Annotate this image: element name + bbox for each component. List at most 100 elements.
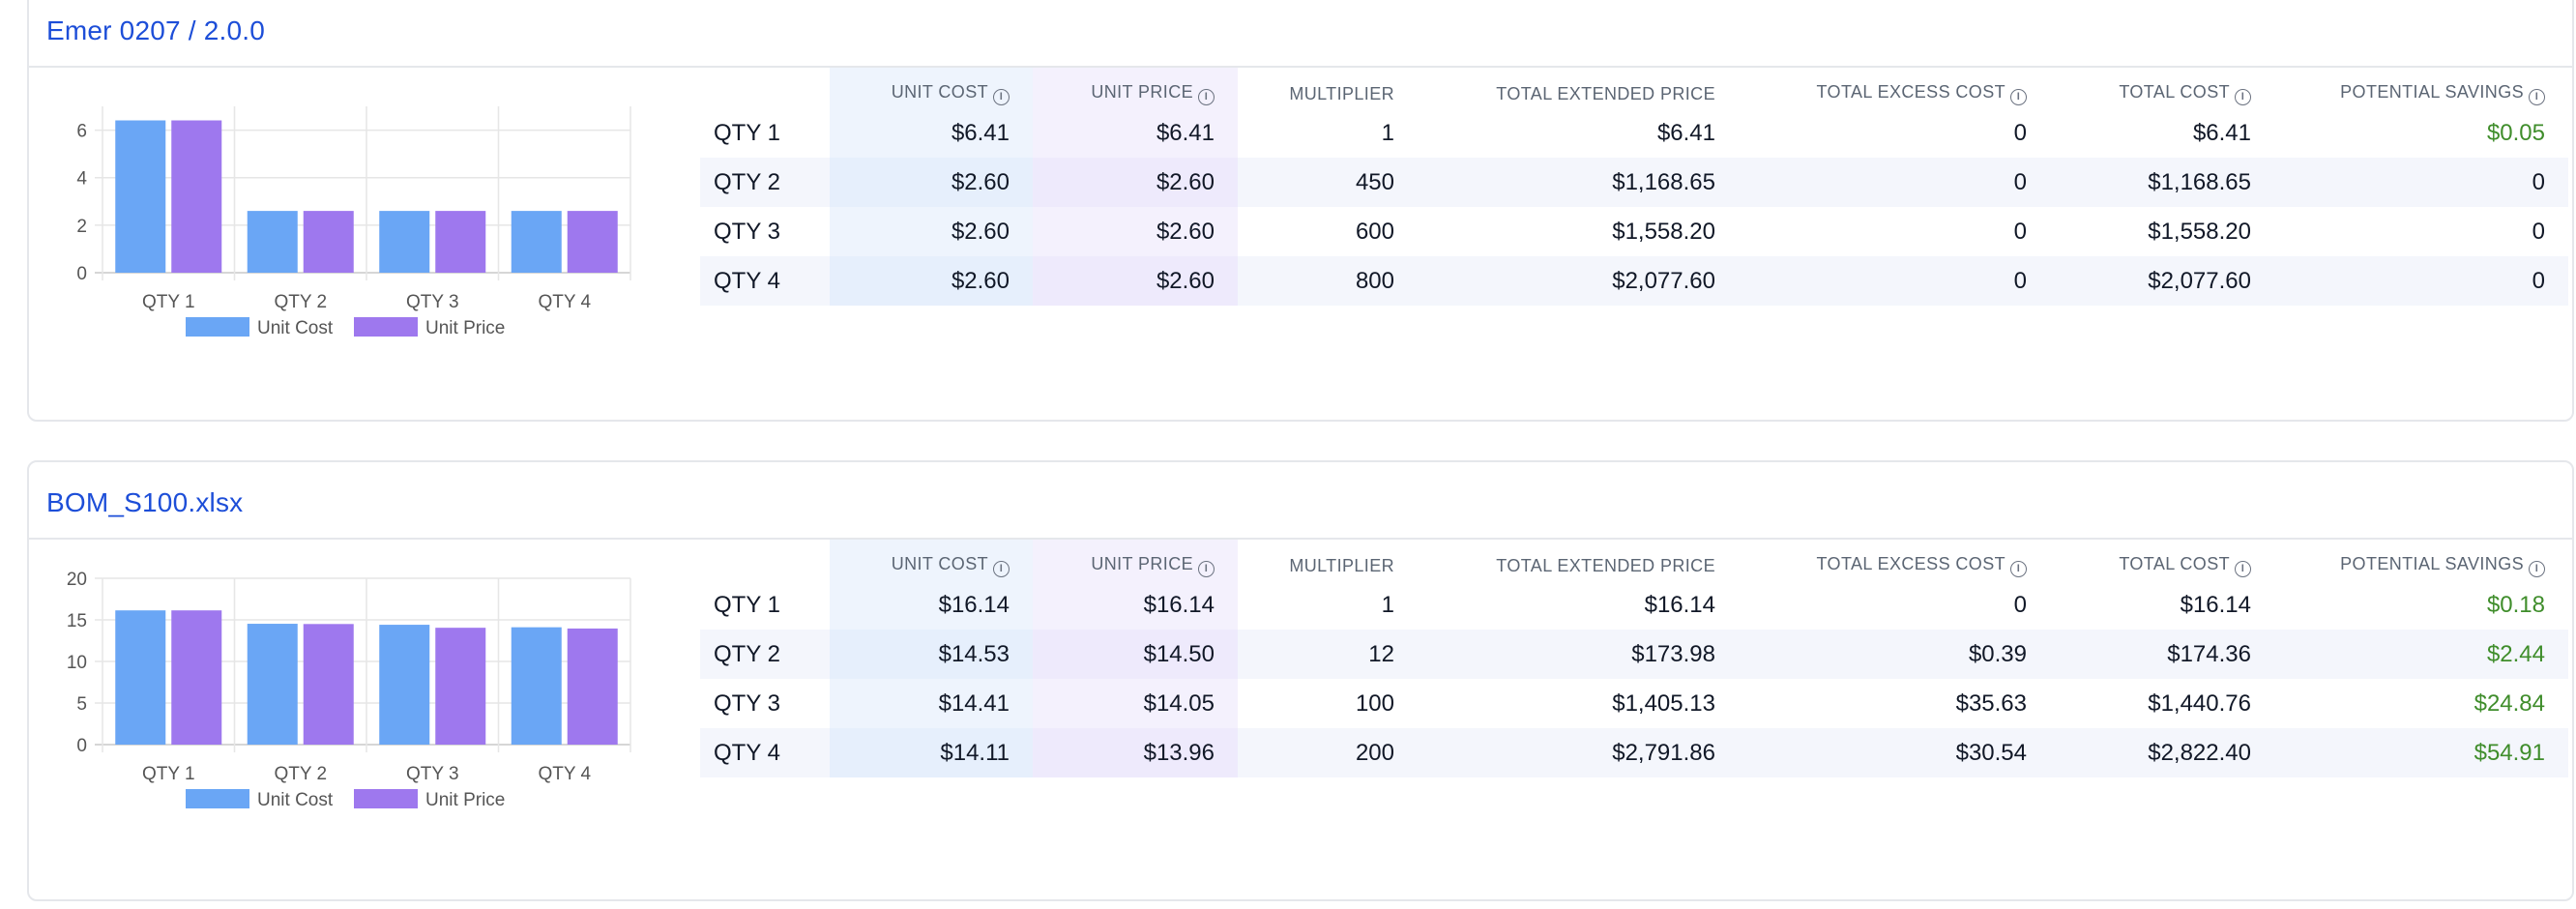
y-tick-label: 20 bbox=[67, 570, 87, 590]
cell-potential-savings: $54.91 bbox=[2274, 728, 2568, 777]
col-header-label: UNIT PRICE bbox=[1091, 554, 1193, 573]
bar-unit-price bbox=[435, 628, 486, 745]
cell-multiplier: 1 bbox=[1381, 591, 1394, 618]
legend-swatch-unit-cost bbox=[186, 317, 249, 337]
cell-multiplier: 1 bbox=[1381, 119, 1394, 146]
bar-unit-cost bbox=[379, 211, 430, 273]
bar-unit-cost bbox=[379, 625, 430, 745]
legend-label-unit-cost: Unit Cost bbox=[257, 790, 334, 810]
info-icon[interactable]: i bbox=[993, 89, 1010, 105]
info-icon[interactable]: i bbox=[2235, 561, 2251, 577]
cell-row-label: QTY 4 bbox=[700, 256, 830, 306]
cell-row-label: QTY 1 bbox=[714, 591, 780, 618]
x-tick-label: QTY 4 bbox=[538, 764, 591, 784]
cell-row-label: QTY 1 bbox=[714, 119, 780, 146]
col-header-row-label bbox=[700, 68, 830, 108]
pricing-table: UNIT COST i UNIT PRICE i MULTIPLIER TOTAL EXT… bbox=[700, 540, 2568, 777]
x-tick-label: QTY 1 bbox=[142, 764, 195, 784]
col-header-total-excess-cost: TOTAL EXCESS COST i bbox=[1739, 540, 2050, 580]
cell-unit-price: $16.14 bbox=[1033, 580, 1238, 630]
cell-total-cost: $1,440.76 bbox=[2148, 689, 2251, 717]
bar-unit-price bbox=[435, 211, 486, 273]
cell-potential-savings: $0.18 bbox=[2486, 591, 2545, 618]
info-icon[interactable]: i bbox=[2010, 561, 2027, 577]
col-header-total-cost: TOTAL COST i bbox=[2050, 540, 2274, 580]
cell-total-extended-price: $16.14 bbox=[1644, 591, 1715, 618]
unit-cost-price-chart: 0 2 4 6 QTY 1 QTY 2 QTY 3 QTY 4 Unit Cost Unit Pr… bbox=[29, 68, 687, 396]
cell-potential-savings: $2.44 bbox=[2274, 630, 2568, 679]
legend-label-unit-price: Unit Price bbox=[425, 318, 505, 338]
col-header-label: TOTAL EXCESS COST bbox=[1816, 82, 2005, 102]
card-title-link[interactable]: BOM_S100.xlsx bbox=[46, 487, 244, 517]
x-tick-label: QTY 3 bbox=[406, 292, 459, 312]
y-tick-label: 0 bbox=[76, 264, 87, 284]
legend-swatch-unit-cost bbox=[186, 789, 249, 808]
cell-row-label: QTY 3 bbox=[714, 218, 780, 245]
cell-total-excess-cost: 0 bbox=[1739, 158, 2050, 207]
info-icon[interactable]: i bbox=[2235, 89, 2251, 105]
cell-total-excess-cost: $30.54 bbox=[1739, 728, 2050, 777]
y-tick-label: 6 bbox=[76, 122, 87, 142]
col-header-multiplier: MULTIPLIER bbox=[1238, 540, 1418, 580]
cell-unit-cost: $14.53 bbox=[830, 630, 1033, 679]
cell-multiplier: 200 bbox=[1238, 728, 1418, 777]
col-header-label: TOTAL COST bbox=[2119, 82, 2230, 102]
cell-unit-cost: $16.14 bbox=[830, 580, 1033, 630]
bar-unit-price bbox=[303, 624, 354, 745]
cell-unit-cost: $14.11 bbox=[830, 728, 1033, 777]
y-tick-label: 2 bbox=[76, 217, 87, 237]
info-icon[interactable]: i bbox=[2010, 89, 2027, 105]
cell-unit-cost: $2.60 bbox=[830, 256, 1033, 306]
unit-cost-price-chart: 0 5 10 15 20 QTY 1 QTY 2 QTY 3 QTY 4 Unit Cost Uni… bbox=[29, 540, 687, 868]
table-row: QTY 3 $14.41 $14.05 100 $1,405.13 $35.63 $1,44… bbox=[700, 679, 2568, 728]
cell-row-label: QTY 2 bbox=[700, 630, 830, 679]
col-header-multiplier: MULTIPLIER bbox=[1238, 68, 1418, 108]
cell-unit-price: $14.50 bbox=[1033, 630, 1238, 679]
legend-swatch-unit-price bbox=[354, 317, 418, 337]
col-header-total-extended-price: TOTAL EXTENDED PRICE bbox=[1418, 68, 1739, 108]
table-row: QTY 1 $16.14 $16.14 1 $16.14 0 $16.14 $0.18 bbox=[700, 580, 2568, 630]
col-header-label: UNIT PRICE bbox=[1091, 82, 1193, 102]
cell-total-extended-price: $2,077.60 bbox=[1418, 256, 1739, 306]
cell-multiplier: 100 bbox=[1355, 689, 1394, 717]
legend-swatch-unit-price bbox=[354, 789, 418, 808]
table-row: QTY 2 $2.60 $2.60 450 $1,168.65 0 $1,168.65 0 bbox=[700, 158, 2568, 207]
table-row: QTY 3 $2.60 $2.60 600 $1,558.20 0 $1,558.20 0 bbox=[700, 207, 2568, 256]
cell-unit-cost: $6.41 bbox=[830, 108, 1033, 158]
col-header-label: POTENTIAL SAVINGS bbox=[2340, 554, 2524, 573]
bom-card-bom-s100: BOM_S100.xlsx 0 5 10 15 20 QTY 1 QTY 2 QTY 3 QTY… bbox=[27, 460, 2574, 901]
cell-total-excess-cost: $0.39 bbox=[1739, 630, 2050, 679]
cell-total-cost: $174.36 bbox=[2050, 630, 2274, 679]
cell-unit-cost: $2.60 bbox=[830, 207, 1033, 256]
cell-total-cost: $16.14 bbox=[2180, 591, 2251, 618]
y-tick-label: 15 bbox=[67, 611, 87, 631]
cell-unit-price: $13.96 bbox=[1033, 728, 1238, 777]
cell-total-excess-cost: 0 bbox=[2013, 119, 2027, 146]
info-icon[interactable]: i bbox=[2529, 89, 2545, 105]
x-tick-label: QTY 4 bbox=[538, 292, 591, 312]
cell-multiplier: 450 bbox=[1238, 158, 1418, 207]
col-header-unit-price: UNIT PRICE i bbox=[1033, 540, 1238, 580]
table-body: QTY 1 $6.41 $6.41 1 $6.41 0 $6.41 $0.05 QTY 2 $2.… bbox=[700, 108, 2568, 306]
bar-chart-svg: 0 2 4 6 QTY 1 QTY 2 QTY 3 QTY 4 Unit Cost Unit Pr… bbox=[76, 106, 631, 338]
cell-potential-savings: 0 bbox=[2274, 158, 2568, 207]
info-icon[interactable]: i bbox=[1198, 89, 1215, 105]
info-icon[interactable]: i bbox=[2529, 561, 2545, 577]
bar-unit-cost bbox=[115, 120, 166, 273]
bar-unit-cost bbox=[511, 627, 562, 745]
y-tick-label: 4 bbox=[76, 169, 87, 190]
table-body: QTY 1 $16.14 $16.14 1 $16.14 0 $16.14 $0.18 QTY … bbox=[700, 580, 2568, 777]
col-header-label: TOTAL EXTENDED PRICE bbox=[1496, 555, 1715, 575]
info-icon[interactable]: i bbox=[1198, 561, 1215, 577]
cell-potential-savings: $0.05 bbox=[2486, 119, 2545, 146]
col-header-label: TOTAL COST bbox=[2119, 554, 2230, 573]
info-icon[interactable]: i bbox=[993, 561, 1010, 577]
cell-total-extended-price: $173.98 bbox=[1418, 630, 1739, 679]
table-row: QTY 1 $6.41 $6.41 1 $6.41 0 $6.41 $0.05 bbox=[700, 108, 2568, 158]
card-title-link[interactable]: Emer 0207 / 2.0.0 bbox=[46, 15, 265, 45]
cell-total-extended-price: $6.41 bbox=[1656, 119, 1715, 146]
cell-unit-price: $2.60 bbox=[1033, 207, 1238, 256]
cell-unit-price: $2.60 bbox=[1033, 256, 1238, 306]
bar-unit-price bbox=[567, 628, 618, 745]
y-tick-label: 0 bbox=[76, 736, 87, 756]
